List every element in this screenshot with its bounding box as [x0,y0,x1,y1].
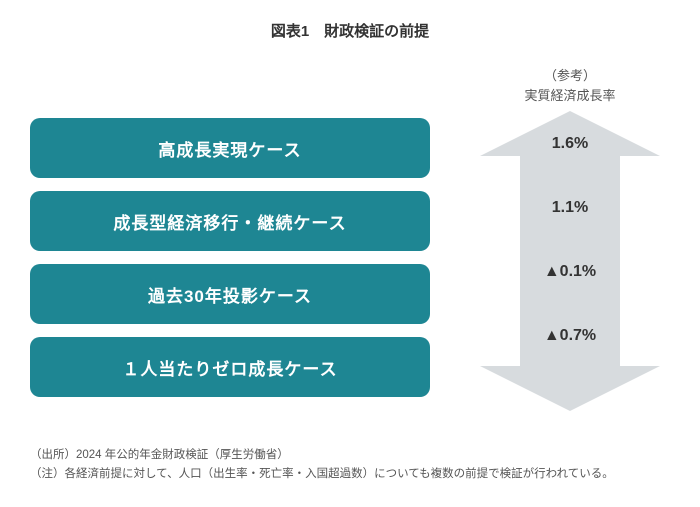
case-pill: 高成長実現ケース [30,118,430,178]
arrow-header-line1: （参考） [524,66,615,86]
arrow-value: 1.1% [480,199,660,217]
footnote-text: 各経済前提に対して、人口（出生率・死亡率・入国超過数）についても複数の前提で検証… [65,465,614,485]
footnote-line: （出所） 2024 年公的年金財政検証（厚生労働省） [30,446,614,466]
footnotes: （出所） 2024 年公的年金財政検証（厚生労働省） （注） 各経済前提に対して… [30,446,614,485]
footnote-prefix: （出所） [30,446,76,466]
case-pill: 成長型経済移行・継続ケース [30,191,430,251]
arrow-column: （参考） 実質経済成長率 1.6% 1.1% ▲0.1% ▲0.7% [455,66,685,411]
arrow-value: 1.6% [480,135,660,153]
figure-title: 図表1 財政検証の前提 [30,20,670,41]
footnote-text: 2024 年公的年金財政検証（厚生労働省） [76,446,289,466]
arrow-header-line2: 実質経済成長率 [524,86,615,106]
arrow-wrap: 1.6% 1.1% ▲0.1% ▲0.7% [480,111,660,411]
content-row: 高成長実現ケース 成長型経済移行・継続ケース 過去30年投影ケース １人当たりゼ… [30,66,670,411]
arrow-value: ▲0.7% [480,327,660,345]
case-pill: 過去30年投影ケース [30,264,430,324]
arrow-value: ▲0.1% [480,263,660,281]
cases-column: 高成長実現ケース 成長型経済移行・継続ケース 過去30年投影ケース １人当たりゼ… [30,66,430,397]
case-pill: １人当たりゼロ成長ケース [30,337,430,397]
footnote-prefix: （注） [30,465,65,485]
footnote-line: （注） 各経済前提に対して、人口（出生率・死亡率・入国超過数）についても複数の前… [30,465,614,485]
arrow-header: （参考） 実質経済成長率 [524,66,615,105]
arrow-values: 1.6% 1.1% ▲0.1% ▲0.7% [480,111,660,345]
